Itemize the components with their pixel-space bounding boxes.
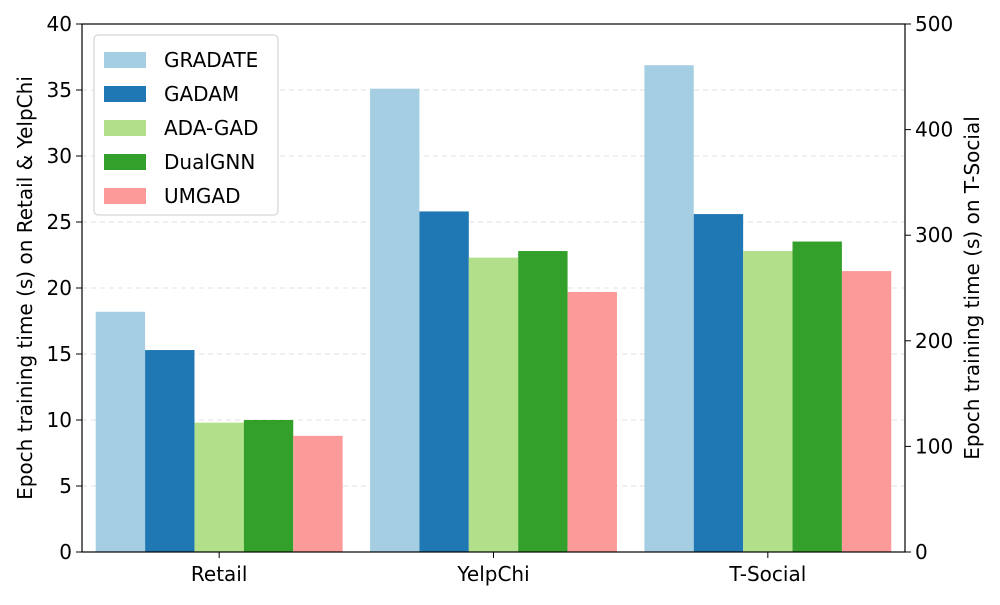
bars: [95, 65, 892, 553]
bar-dualgnn-yelpchi: [518, 251, 568, 553]
bar-ada-gad-retail: [194, 422, 244, 552]
bar-gadam-t-social: [693, 214, 744, 552]
left-y-axis: 0 5 10 15 20 25 30 35 40: [47, 12, 82, 564]
bar-dualgnn-t-social: [792, 241, 842, 552]
bar-umgad-t-social: [841, 271, 892, 552]
left-tick-label: 25: [47, 210, 72, 234]
legend-label: GRADATE: [164, 48, 258, 72]
left-tick-label: 40: [47, 12, 72, 36]
legend-swatch: [104, 120, 146, 136]
bar-gradate-t-social: [644, 65, 694, 553]
right-tick-label: 0: [915, 540, 928, 564]
bar-umgad-yelpchi: [567, 291, 617, 552]
right-tick-label: 300: [915, 223, 953, 247]
legend-swatch: [104, 188, 146, 204]
bar-gradate-yelpchi: [370, 88, 420, 553]
right-tick-label: 400: [915, 118, 953, 142]
left-tick-label: 10: [47, 408, 72, 432]
x-axis: Retail YelpChi T-Social: [191, 552, 806, 586]
left-tick-label: 5: [59, 474, 72, 498]
right-tick-label: 500: [915, 12, 953, 36]
left-tick-label: 30: [47, 144, 72, 168]
legend-label: GADAM: [164, 82, 239, 106]
right-tick-label: 200: [915, 329, 953, 353]
right-tick-label: 100: [915, 434, 953, 458]
legend-label: UMGAD: [164, 184, 240, 208]
left-tick-label: 20: [47, 276, 72, 300]
bar-dualgnn-retail: [243, 420, 294, 552]
legend-label: ADA-GAD: [164, 116, 259, 140]
legend-swatch: [104, 52, 146, 68]
left-tick-label: 15: [47, 342, 72, 366]
left-y-axis-label: Epoch training time (s) on Retail & Yelp…: [13, 76, 37, 500]
legend-label: DualGNN: [164, 150, 255, 174]
left-tick-label: 0: [59, 540, 72, 564]
legend-swatch: [104, 86, 146, 102]
right-y-axis-label: Epoch training time (s) on T-Social: [960, 116, 984, 460]
bar-ada-gad-yelpchi: [468, 257, 519, 552]
right-y-axis: 0 100 200 300 400 500: [905, 12, 953, 564]
left-tick-label: 35: [47, 78, 72, 102]
bar-gadam-yelpchi: [419, 211, 469, 552]
bar-gadam-retail: [145, 350, 195, 552]
x-tick-label: YelpChi: [456, 562, 529, 586]
x-tick-label: Retail: [191, 562, 248, 586]
legend: GRADATE GADAM ADA-GAD DualGNN UMGAD: [93, 34, 279, 216]
legend-swatch: [104, 154, 146, 170]
x-tick-label: T-Social: [728, 562, 806, 586]
bar-ada-gad-t-social: [743, 251, 793, 553]
bar-gradate-retail: [95, 311, 146, 552]
bar-umgad-retail: [293, 435, 343, 552]
